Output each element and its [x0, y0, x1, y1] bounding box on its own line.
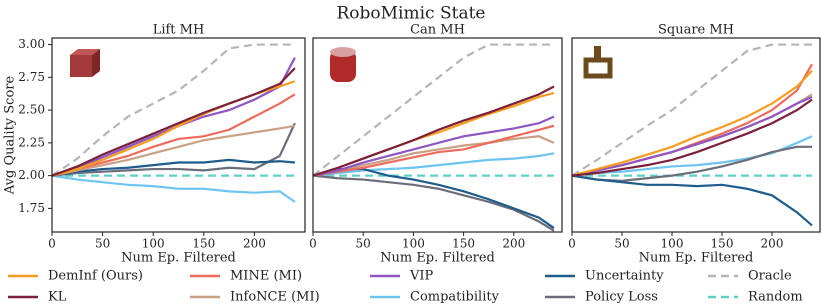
legend-label: InfoNCE (MI) [230, 290, 320, 305]
legend-label: Policy Loss [585, 290, 658, 305]
panel: Square MH 0 50 100 150 200 Num Ep. Filtered [568, 23, 821, 266]
series-line [52, 67, 296, 177]
series-line [52, 124, 296, 177]
icon [594, 46, 601, 60]
series-line [313, 124, 555, 177]
lines [52, 43, 296, 203]
series-line [572, 98, 813, 177]
series-line [52, 174, 296, 203]
x-tick-label: 50 [356, 237, 371, 251]
series-line [572, 70, 813, 177]
figure-title: RoboMimic State [337, 4, 486, 24]
series-line [572, 43, 812, 177]
icon [70, 55, 92, 77]
y-tick-label: 1.75 [18, 201, 45, 215]
lines [313, 43, 555, 232]
panel-title: Square MH [658, 23, 734, 38]
series-line [52, 93, 296, 177]
series-line [572, 135, 813, 177]
x-tick-label: 200 [761, 237, 784, 251]
x-tick-label: 100 [142, 237, 165, 251]
series-line [572, 174, 813, 227]
legend-label: DemInf (Ours) [48, 269, 143, 284]
legend-label: Compatibility [410, 290, 500, 305]
x-axis-label: Num Ep. Filtered [380, 251, 495, 266]
legend-label: VIP [409, 269, 434, 284]
y-tick-label: 2.75 [18, 70, 45, 84]
series-line [313, 135, 555, 177]
series-line [52, 158, 295, 177]
x-axis-label: Num Ep. Filtered [639, 251, 754, 266]
x-tick-label: 0 [48, 237, 56, 251]
x-tick-label: 100 [402, 237, 425, 251]
series-line [313, 174, 555, 232]
series-line [572, 95, 813, 177]
legend-label: Uncertainty [585, 269, 664, 284]
y-tick-label: 2.00 [18, 168, 45, 182]
x-axis-label: Num Ep. Filtered [121, 251, 236, 266]
series-line [52, 122, 296, 177]
x-tick-label: 200 [502, 237, 525, 251]
icon [330, 50, 356, 82]
y-tick-label: 2.25 [18, 135, 45, 149]
x-tick-label: 150 [711, 237, 734, 251]
x-tick-label: 50 [95, 237, 110, 251]
panel-frame [571, 37, 821, 233]
y-tick-label: 3.00 [18, 37, 45, 51]
legend-label: Random [748, 290, 803, 305]
panel-title: Lift MH [153, 23, 205, 38]
series-line [313, 43, 554, 177]
icon [583, 57, 613, 79]
legend-label: KL [48, 290, 67, 305]
x-tick-label: 150 [452, 237, 475, 251]
x-tick-label: 0 [568, 237, 576, 251]
panel: Can MH 0 50 100 150 200 Num Ep. Filtered [309, 23, 563, 266]
y-axis-label: Avg Quality Score [3, 76, 18, 196]
x-tick-label: 50 [614, 237, 629, 251]
series-line [313, 85, 555, 177]
icon [70, 49, 100, 55]
lines [572, 43, 813, 227]
icon [92, 49, 100, 77]
series-line [313, 115, 555, 177]
x-tick-label: 200 [243, 237, 266, 251]
series-line [52, 43, 295, 177]
x-tick-label: 0 [309, 237, 317, 251]
panel: Lift MH 0 50 100 150 200 Num Ep. Filtered 1.75 2… [3, 23, 306, 266]
legend-label: Oracle [748, 269, 792, 284]
x-tick-label: 150 [192, 237, 215, 251]
panel-frame [312, 37, 563, 233]
panel-frame [51, 37, 306, 233]
x-tick-label: 100 [661, 237, 684, 251]
legend-label: MINE (MI) [230, 269, 302, 284]
panel-title: Can MH [410, 23, 465, 38]
y-tick-label: 2.50 [18, 103, 45, 117]
icon [330, 47, 356, 57]
series-line [313, 152, 555, 177]
